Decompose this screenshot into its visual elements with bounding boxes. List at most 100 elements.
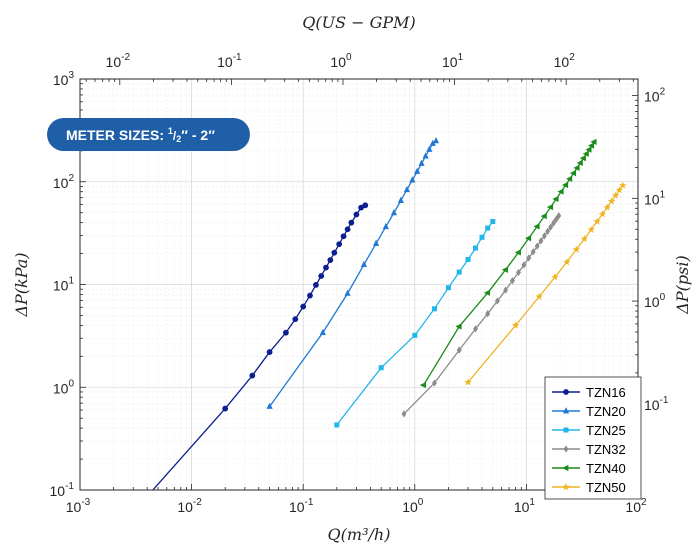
badge-frac-num: 1 [168, 126, 173, 136]
data-point-tzn16 [362, 202, 369, 209]
x2-tick-label: 10-1 [217, 52, 242, 70]
y-tick-label: 100 [53, 378, 75, 396]
legend-marker-tzn25 [563, 427, 569, 433]
y2-tick-label: 100 [644, 292, 666, 310]
legend-item-tzn16: TZN16 [552, 385, 626, 400]
legend-item-tzn25: TZN25 [552, 423, 626, 438]
data-point-tzn25 [431, 306, 437, 312]
legend: TZN16 TZN20 TZN25 TZN32 TZN40 TZN50 [544, 376, 642, 500]
data-point-tzn50 [607, 197, 616, 205]
legend-label-tzn25: TZN25 [586, 423, 626, 438]
data-point-tzn16 [331, 249, 338, 256]
data-point-tzn16 [300, 303, 307, 310]
data-point-tzn25 [479, 234, 485, 240]
y-tick-label: 101 [53, 276, 75, 294]
data-point-tzn16 [348, 219, 355, 226]
series-line-tzn20 [269, 140, 437, 407]
badge-pill [47, 118, 250, 151]
data-point-tzn16 [266, 349, 273, 355]
legend-label-tzn40: TZN40 [586, 461, 626, 476]
data-point-tzn50 [598, 210, 607, 218]
data-point-tzn20 [319, 328, 326, 336]
data-point-tzn16 [318, 273, 325, 279]
series-tzn16 [151, 202, 369, 490]
x2-axis-label: Q(US − GPM) [302, 13, 416, 32]
legend-marker-tzn50 [562, 483, 570, 491]
data-point-tzn16 [313, 282, 319, 288]
data-point-tzn16 [323, 264, 329, 271]
data-point-tzn50 [572, 245, 581, 253]
data-point-tzn32 [545, 227, 551, 236]
data-point-tzn40 [582, 150, 589, 157]
data-point-tzn20 [409, 176, 416, 183]
data-point-tzn25 [473, 245, 479, 251]
x-axis-label: Q(m³/h) [328, 525, 391, 544]
series-tzn25 [334, 219, 496, 428]
legend-items: TZN16 TZN20 TZN25 TZN32 TZN40 TZN50 [552, 385, 626, 495]
data-point-tzn40 [576, 159, 583, 166]
data-point-tzn40 [573, 164, 580, 171]
data-point-tzn50 [618, 181, 627, 189]
legend-box [544, 376, 642, 500]
data-point-tzn40 [501, 266, 508, 273]
badge-prefix: METER SIZES: [66, 127, 168, 143]
data-point-tzn50 [535, 292, 543, 300]
data-point-tzn16 [327, 257, 334, 263]
badge-suffix: ″ - 2″ [181, 127, 215, 143]
series-tzn32 [401, 212, 562, 418]
data-point-tzn25 [485, 225, 491, 231]
data-point-tzn32 [553, 215, 559, 223]
data-point-tzn50 [464, 378, 472, 386]
data-point-tzn16 [249, 372, 256, 379]
data-point-tzn50 [593, 217, 601, 225]
data-point-tzn40 [483, 289, 491, 296]
data-point-tzn16 [307, 292, 313, 299]
data-point-tzn50 [611, 191, 620, 199]
labels-layer: 10-3 10-2 10-1 100 101 102 10-1 100 101 102 103 10-… [50, 52, 669, 515]
x-tick-label: 100 [402, 497, 424, 515]
data-point-tzn40 [552, 195, 559, 203]
data-point-tzn25 [456, 269, 462, 275]
legend-item-tzn40: TZN40 [552, 461, 626, 476]
data-point-tzn20 [390, 209, 398, 216]
data-point-tzn32 [503, 286, 508, 294]
x2-tick-label: 100 [330, 52, 352, 70]
legend-item-tzn20: TZN20 [552, 404, 626, 419]
data-point-tzn20 [403, 185, 411, 193]
data-point-tzn32 [551, 219, 556, 227]
data-point-tzn40 [569, 170, 577, 177]
meter-sizes-badge: METER SIZES: 1/2″ - 2″ [47, 118, 250, 151]
data-point-tzn40 [419, 381, 427, 389]
data-point-tzn40 [524, 235, 532, 242]
x2-tick-label: 101 [442, 52, 464, 70]
data-point-tzn32 [456, 346, 462, 354]
data-point-tzn20 [418, 159, 425, 166]
data-point-tzn25 [334, 422, 340, 428]
data-point-tzn40 [557, 188, 564, 195]
data-point-tzn40 [546, 203, 554, 211]
x-tick-label: 10-2 [177, 497, 202, 515]
data-point-tzn40 [579, 155, 586, 162]
legend-label-tzn32: TZN32 [586, 442, 626, 457]
data-point-tzn40 [514, 249, 521, 256]
data-point-tzn40 [533, 223, 540, 230]
x2-tick-label: 10-2 [106, 52, 131, 70]
data-point-tzn32 [432, 379, 437, 387]
y2-tick-label: 101 [644, 189, 666, 207]
data-point-tzn20 [426, 145, 433, 152]
legend-marker-tzn16 [563, 389, 569, 395]
data-point-tzn16 [344, 226, 351, 233]
data-point-tzn16 [336, 241, 343, 248]
x-tick-label: 102 [625, 497, 647, 515]
legend-marker-tzn32 [563, 445, 569, 453]
data-point-tzn32 [516, 268, 521, 277]
data-point-tzn50 [603, 203, 612, 211]
series-tzn50 [464, 181, 627, 386]
series-tzn40 [419, 138, 597, 389]
data-point-tzn32 [534, 242, 540, 250]
y-axis-label: ΔP(kPa) [12, 252, 31, 317]
data-point-tzn25 [412, 332, 418, 338]
data-point-tzn20 [414, 167, 421, 174]
data-point-tzn32 [538, 237, 544, 245]
legend-item-tzn50: TZN50 [552, 480, 626, 495]
